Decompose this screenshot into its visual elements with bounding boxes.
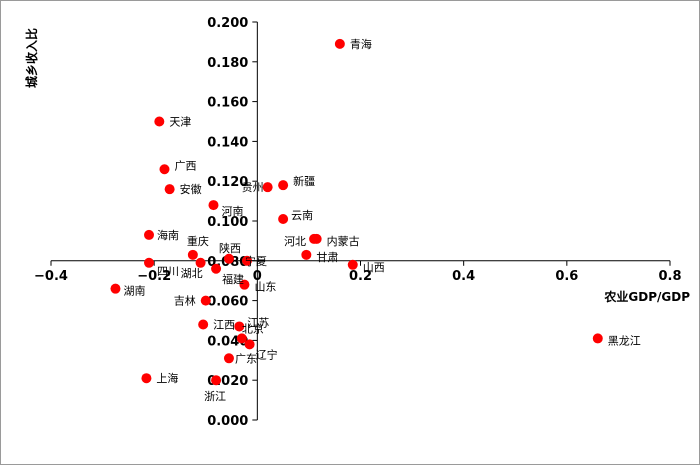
- data-point: [200, 295, 211, 306]
- data-label: 宁夏: [245, 254, 267, 268]
- x-tick-label: 0.8: [658, 269, 681, 284]
- data-label: 福建: [222, 272, 244, 286]
- data-labels: 青海天津广西安徽 贵州 新疆河南 云南海南河北 内蒙古 重庆陕西宁夏 甘肃四川 湖北 福建 山西山…: [123, 37, 640, 403]
- x-tick-label: −0.4: [34, 269, 68, 284]
- data-label: 湖南: [123, 285, 145, 298]
- x-tick-label: 0.4: [452, 269, 475, 284]
- data-label: 黑龙江: [608, 334, 641, 347]
- data-point: [301, 249, 312, 260]
- data-point: [311, 233, 322, 244]
- data-point: [144, 257, 155, 268]
- data-label: 北京: [242, 321, 264, 335]
- data-label: 江苏: [247, 316, 269, 329]
- data-label: 江西: [213, 318, 235, 331]
- data-label: 甘肃: [316, 251, 338, 264]
- data-label: 海南: [157, 228, 179, 242]
- data-label: 天津: [169, 116, 191, 129]
- axes: −0.4 −0.2 0 0.2 0.4 0.6 0.80.0000.0200.0400.06…: [34, 16, 681, 429]
- data-point: [144, 229, 155, 240]
- data-points: [110, 38, 603, 386]
- data-point: [141, 373, 152, 384]
- y-axis-title: 城乡收入比: [24, 28, 39, 88]
- x-tick-label: 0.2: [349, 269, 372, 284]
- data-point: [110, 283, 121, 294]
- data-label: 辽宁: [256, 347, 278, 361]
- data-point: [164, 184, 175, 195]
- data-label: 河南: [221, 205, 243, 218]
- data-point: [278, 214, 289, 225]
- data-point: [239, 279, 250, 290]
- data-point: [187, 249, 198, 260]
- data-label: 河北: [284, 235, 306, 248]
- data-point: [347, 259, 358, 270]
- x-axis-title: 农业GDP/GDP: [603, 289, 690, 304]
- data-point: [208, 200, 219, 211]
- data-label: 湖北: [181, 267, 203, 280]
- data-label: 四川: [157, 265, 179, 278]
- data-point: [244, 339, 255, 350]
- data-point: [592, 333, 603, 344]
- data-point: [242, 255, 253, 266]
- data-point: [211, 375, 222, 386]
- data-point: [198, 319, 209, 330]
- y-tick-label: 0.060: [207, 295, 248, 310]
- data-point: [278, 180, 289, 191]
- data-label: 吉林: [174, 294, 196, 308]
- data-point: [154, 116, 165, 127]
- data-label: 安徽: [180, 182, 202, 196]
- y-tick-label: 0.000: [207, 414, 248, 429]
- y-tick-label: 0.140: [207, 135, 248, 150]
- y-tick-label: 0.120: [207, 175, 248, 190]
- data-point: [223, 253, 234, 264]
- y-tick-label: 0.160: [207, 96, 248, 111]
- data-label: 贵州: [242, 181, 264, 194]
- data-label: 广西: [174, 159, 196, 172]
- data-label: 山西: [363, 261, 385, 274]
- data-label: 山东: [254, 281, 276, 294]
- data-label: 上海: [156, 371, 178, 385]
- data-point: [223, 353, 234, 364]
- data-point: [195, 257, 206, 268]
- data-label: 新疆: [293, 174, 315, 188]
- y-tick-label: 0.100: [207, 215, 248, 230]
- data-label: 云南: [291, 209, 313, 222]
- data-point: [159, 164, 170, 175]
- x-tick-label: 0: [253, 269, 262, 284]
- data-label: 重庆: [187, 234, 209, 248]
- data-point: [236, 333, 247, 344]
- data-label: 内蒙古: [327, 234, 360, 248]
- data-label: 陕西: [219, 241, 241, 255]
- y-tick-label: 0.180: [207, 56, 248, 71]
- y-tick-label: 0.200: [207, 16, 248, 31]
- data-point: [262, 182, 273, 193]
- data-point: [234, 321, 245, 332]
- data-point: [334, 38, 345, 49]
- x-tick-label: −0.2: [137, 269, 171, 284]
- data-point: [211, 263, 222, 274]
- data-label: 浙江: [204, 390, 226, 403]
- data-label: 广东: [235, 352, 257, 365]
- data-label: 青海: [350, 37, 372, 51]
- x-tick-label: 0.6: [555, 269, 578, 284]
